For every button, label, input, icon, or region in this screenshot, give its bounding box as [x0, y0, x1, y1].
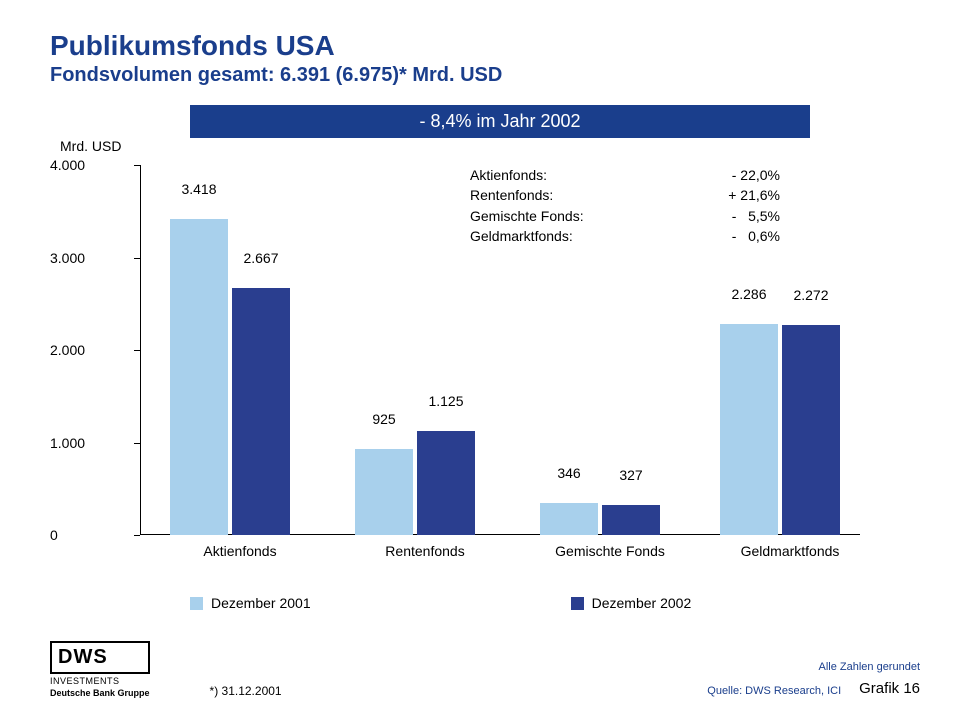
- bar: [232, 288, 290, 535]
- bar: [782, 325, 840, 535]
- bar-value-label: 346: [540, 465, 598, 484]
- category-label: Aktienfonds: [160, 543, 320, 559]
- y-tick-label: 0: [50, 527, 58, 543]
- y-axis-unit: Mrd. USD: [60, 138, 121, 154]
- logo-text: DWS: [50, 641, 150, 674]
- category-label: Gemischte Fonds: [530, 543, 690, 559]
- info-label: Geldmarktfonds:: [470, 226, 573, 246]
- info-row: Rentenfonds: + 21,6%: [470, 185, 780, 205]
- bar-value-label: 2.667: [232, 250, 290, 269]
- source-line-2: Quelle: DWS Research, ICI: [707, 684, 841, 698]
- source-line-1: Alle Zahlen gerundet: [707, 660, 920, 674]
- y-tick-label: 2.000: [50, 342, 85, 358]
- category-label: Rentenfonds: [345, 543, 505, 559]
- info-value: + 21,6%: [728, 185, 780, 205]
- slide-title: Publikumsfonds USA: [50, 30, 910, 62]
- info-value: - 0,6%: [732, 226, 780, 246]
- y-tick-mark: [134, 535, 140, 536]
- bar: [170, 219, 228, 535]
- legend-item: Dezember 2002: [571, 595, 692, 611]
- info-label: Aktienfonds:: [470, 165, 547, 185]
- slide-subtitle: Fondsvolumen gesamt: 6.391 (6.975)* Mrd.…: [50, 64, 910, 87]
- info-row: Gemischte Fonds: - 5,5%: [470, 206, 780, 226]
- bar: [355, 449, 413, 535]
- bar: [720, 324, 778, 535]
- bar-value-label: 1.125: [417, 393, 475, 412]
- legend-label: Dezember 2001: [211, 595, 311, 611]
- bar-value-label: 3.418: [170, 181, 228, 200]
- bar-value-label: 327: [602, 467, 660, 486]
- legend-label: Dezember 2002: [592, 595, 692, 611]
- info-label: Rentenfonds:: [470, 185, 553, 205]
- y-tick-mark: [134, 258, 140, 259]
- slide-number: Grafik 16: [859, 679, 920, 699]
- info-row: Geldmarktfonds: - 0,6%: [470, 226, 780, 246]
- bar: [602, 505, 660, 535]
- percent-change-box: Aktienfonds:- 22,0%Rentenfonds:+ 21,6%Ge…: [470, 165, 780, 246]
- category-label: Geldmarktfonds: [710, 543, 870, 559]
- info-label: Gemischte Fonds:: [470, 206, 584, 226]
- source-text: Alle Zahlen gerundet Quelle: DWS Researc…: [707, 660, 920, 698]
- y-axis: [140, 165, 141, 535]
- bar-value-label: 2.272: [782, 287, 840, 306]
- logo-sub1: INVESTMENTS: [50, 676, 150, 686]
- legend-swatch: [190, 597, 203, 610]
- info-value: - 5,5%: [732, 206, 780, 226]
- footnote: *) 31.12.2001: [210, 684, 282, 698]
- y-tick-label: 1.000: [50, 435, 85, 451]
- y-tick-mark: [134, 443, 140, 444]
- bar: [540, 503, 598, 535]
- change-banner: - 8,4% im Jahr 2002: [190, 105, 810, 138]
- y-tick-mark: [134, 350, 140, 351]
- legend: Dezember 2001 Dezember 2002: [190, 595, 691, 611]
- bar: [417, 431, 475, 535]
- y-tick-mark: [134, 165, 140, 166]
- info-row: Aktienfonds: - 22,0%: [470, 165, 780, 185]
- legend-swatch: [571, 597, 584, 610]
- logo-sub2: Deutsche Bank Gruppe: [50, 688, 150, 698]
- info-value: - 22,0%: [732, 165, 780, 185]
- legend-item: Dezember 2001: [190, 595, 311, 611]
- y-tick-label: 4.000: [50, 157, 85, 173]
- bar-value-label: 2.286: [720, 286, 778, 305]
- dws-logo: DWS INVESTMENTS Deutsche Bank Gruppe: [50, 641, 150, 698]
- y-tick-label: 3.000: [50, 250, 85, 266]
- bar-value-label: 925: [355, 411, 413, 430]
